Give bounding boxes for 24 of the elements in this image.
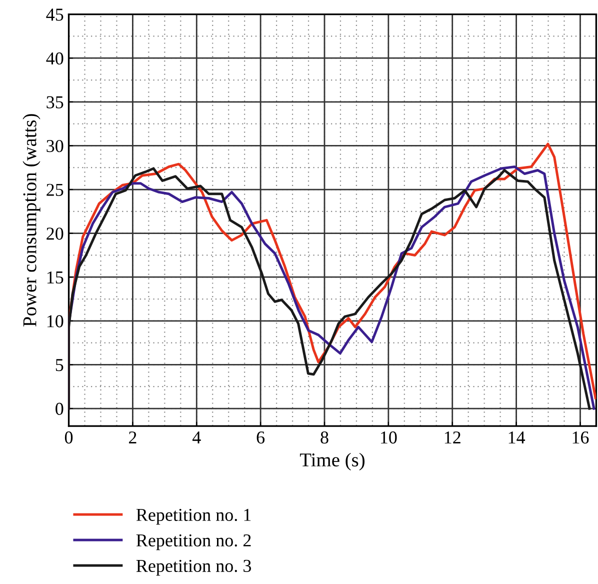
x-tick-label: 4: [192, 432, 201, 444]
y-tick-label: 25: [46, 184, 64, 196]
y-axis-title: Power consumption (watts): [22, 114, 40, 327]
y-tick-label: 0: [56, 402, 64, 415]
y-tick-label: 20: [46, 228, 64, 240]
x-tick-label: 10: [380, 431, 397, 444]
y-tick-label: 40: [46, 52, 64, 65]
y-tick-label: 30: [46, 140, 64, 152]
x-tick-label: 0: [64, 431, 73, 444]
legend-label: Repetition no. 3: [136, 560, 251, 576]
x-tick-label: 14: [508, 432, 526, 444]
x-tick-label: 2: [128, 431, 136, 444]
x-tick-label: 8: [320, 431, 328, 444]
y-tick-label: 10: [47, 315, 64, 328]
legend-label: Repetition no. 1: [136, 508, 251, 525]
x-axis-title: Time (s): [300, 452, 364, 470]
y-tick-label: 5: [56, 359, 64, 372]
y-tick-label: 45: [46, 8, 64, 21]
x-tick-label: 12: [444, 431, 460, 444]
y-tick-label: 35: [46, 96, 64, 108]
x-tick-label: 16: [572, 431, 589, 444]
y-tick-label: 15: [47, 271, 64, 284]
x-tick-label: 6: [256, 431, 265, 444]
legend-label: Repetition no. 2: [136, 534, 251, 550]
